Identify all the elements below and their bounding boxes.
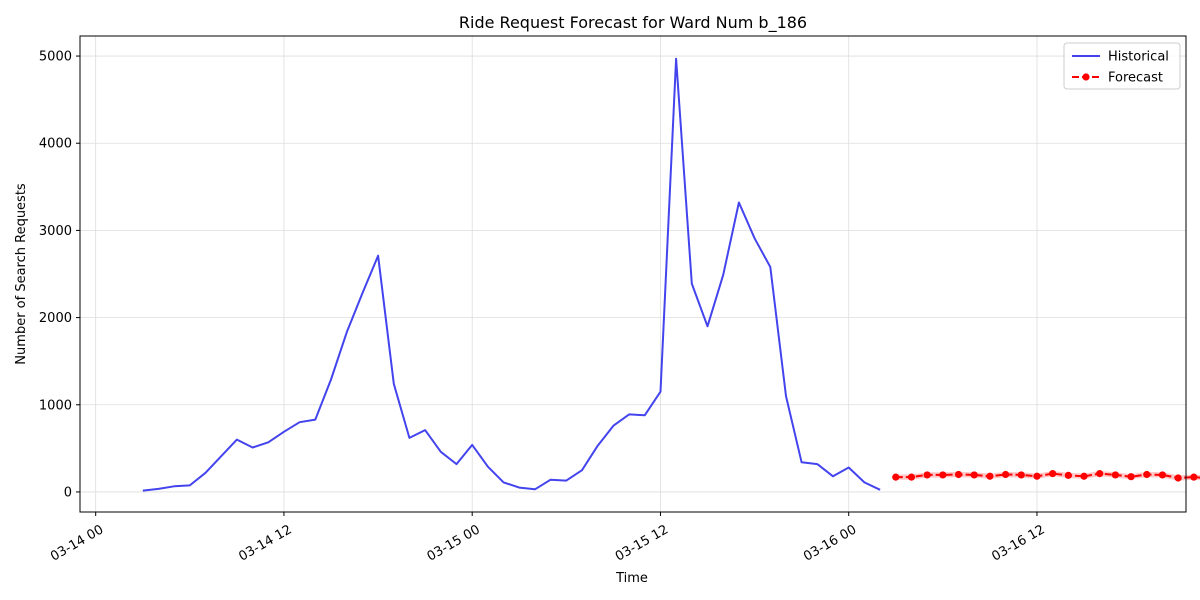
chart-title: Ride Request Forecast for Ward Num b_186 [459, 13, 807, 33]
forecast-point [939, 471, 947, 479]
y-tick-label: 4000 [39, 137, 72, 152]
legend-label-historical: Historical [1108, 50, 1169, 65]
forecast-point [1190, 473, 1198, 481]
legend-label-forecast: Forecast [1108, 71, 1163, 86]
forecast-point [1064, 471, 1072, 479]
forecast-point [1017, 471, 1025, 479]
forecast-point [986, 472, 994, 480]
x-axis-title: Time [615, 571, 648, 586]
forecast-point [1143, 470, 1151, 479]
forecast-point [954, 470, 963, 479]
y-tick-label: 3000 [39, 224, 72, 239]
forecast-point [1001, 470, 1010, 479]
legend-marker-forecast [1082, 73, 1090, 81]
forecast-point [1033, 472, 1041, 480]
forecast-point [970, 471, 978, 479]
y-tick-label: 1000 [39, 398, 72, 413]
y-tick-label: 5000 [39, 50, 72, 65]
y-tick-label: 0 [64, 485, 72, 500]
historical-line [142, 57, 881, 492]
forecast-point [1158, 471, 1167, 479]
forecast-point [1127, 473, 1135, 481]
grid-lines [80, 36, 1186, 512]
forecast-point [1174, 474, 1182, 482]
series-lines [142, 57, 1200, 492]
forecast-point [907, 473, 916, 481]
forecast-point [1080, 472, 1088, 480]
forecast-point [923, 471, 931, 479]
forecast-point [1096, 470, 1104, 478]
forecast-point [1049, 470, 1057, 478]
y-axis-title: Number of Search Requests [14, 183, 29, 365]
forecast-point [1111, 471, 1120, 479]
plot-area-frame [79, 35, 1187, 513]
y-tick-label: 2000 [39, 311, 72, 326]
legend: Historical Forecast [1063, 42, 1181, 90]
forecast-point [892, 473, 900, 481]
